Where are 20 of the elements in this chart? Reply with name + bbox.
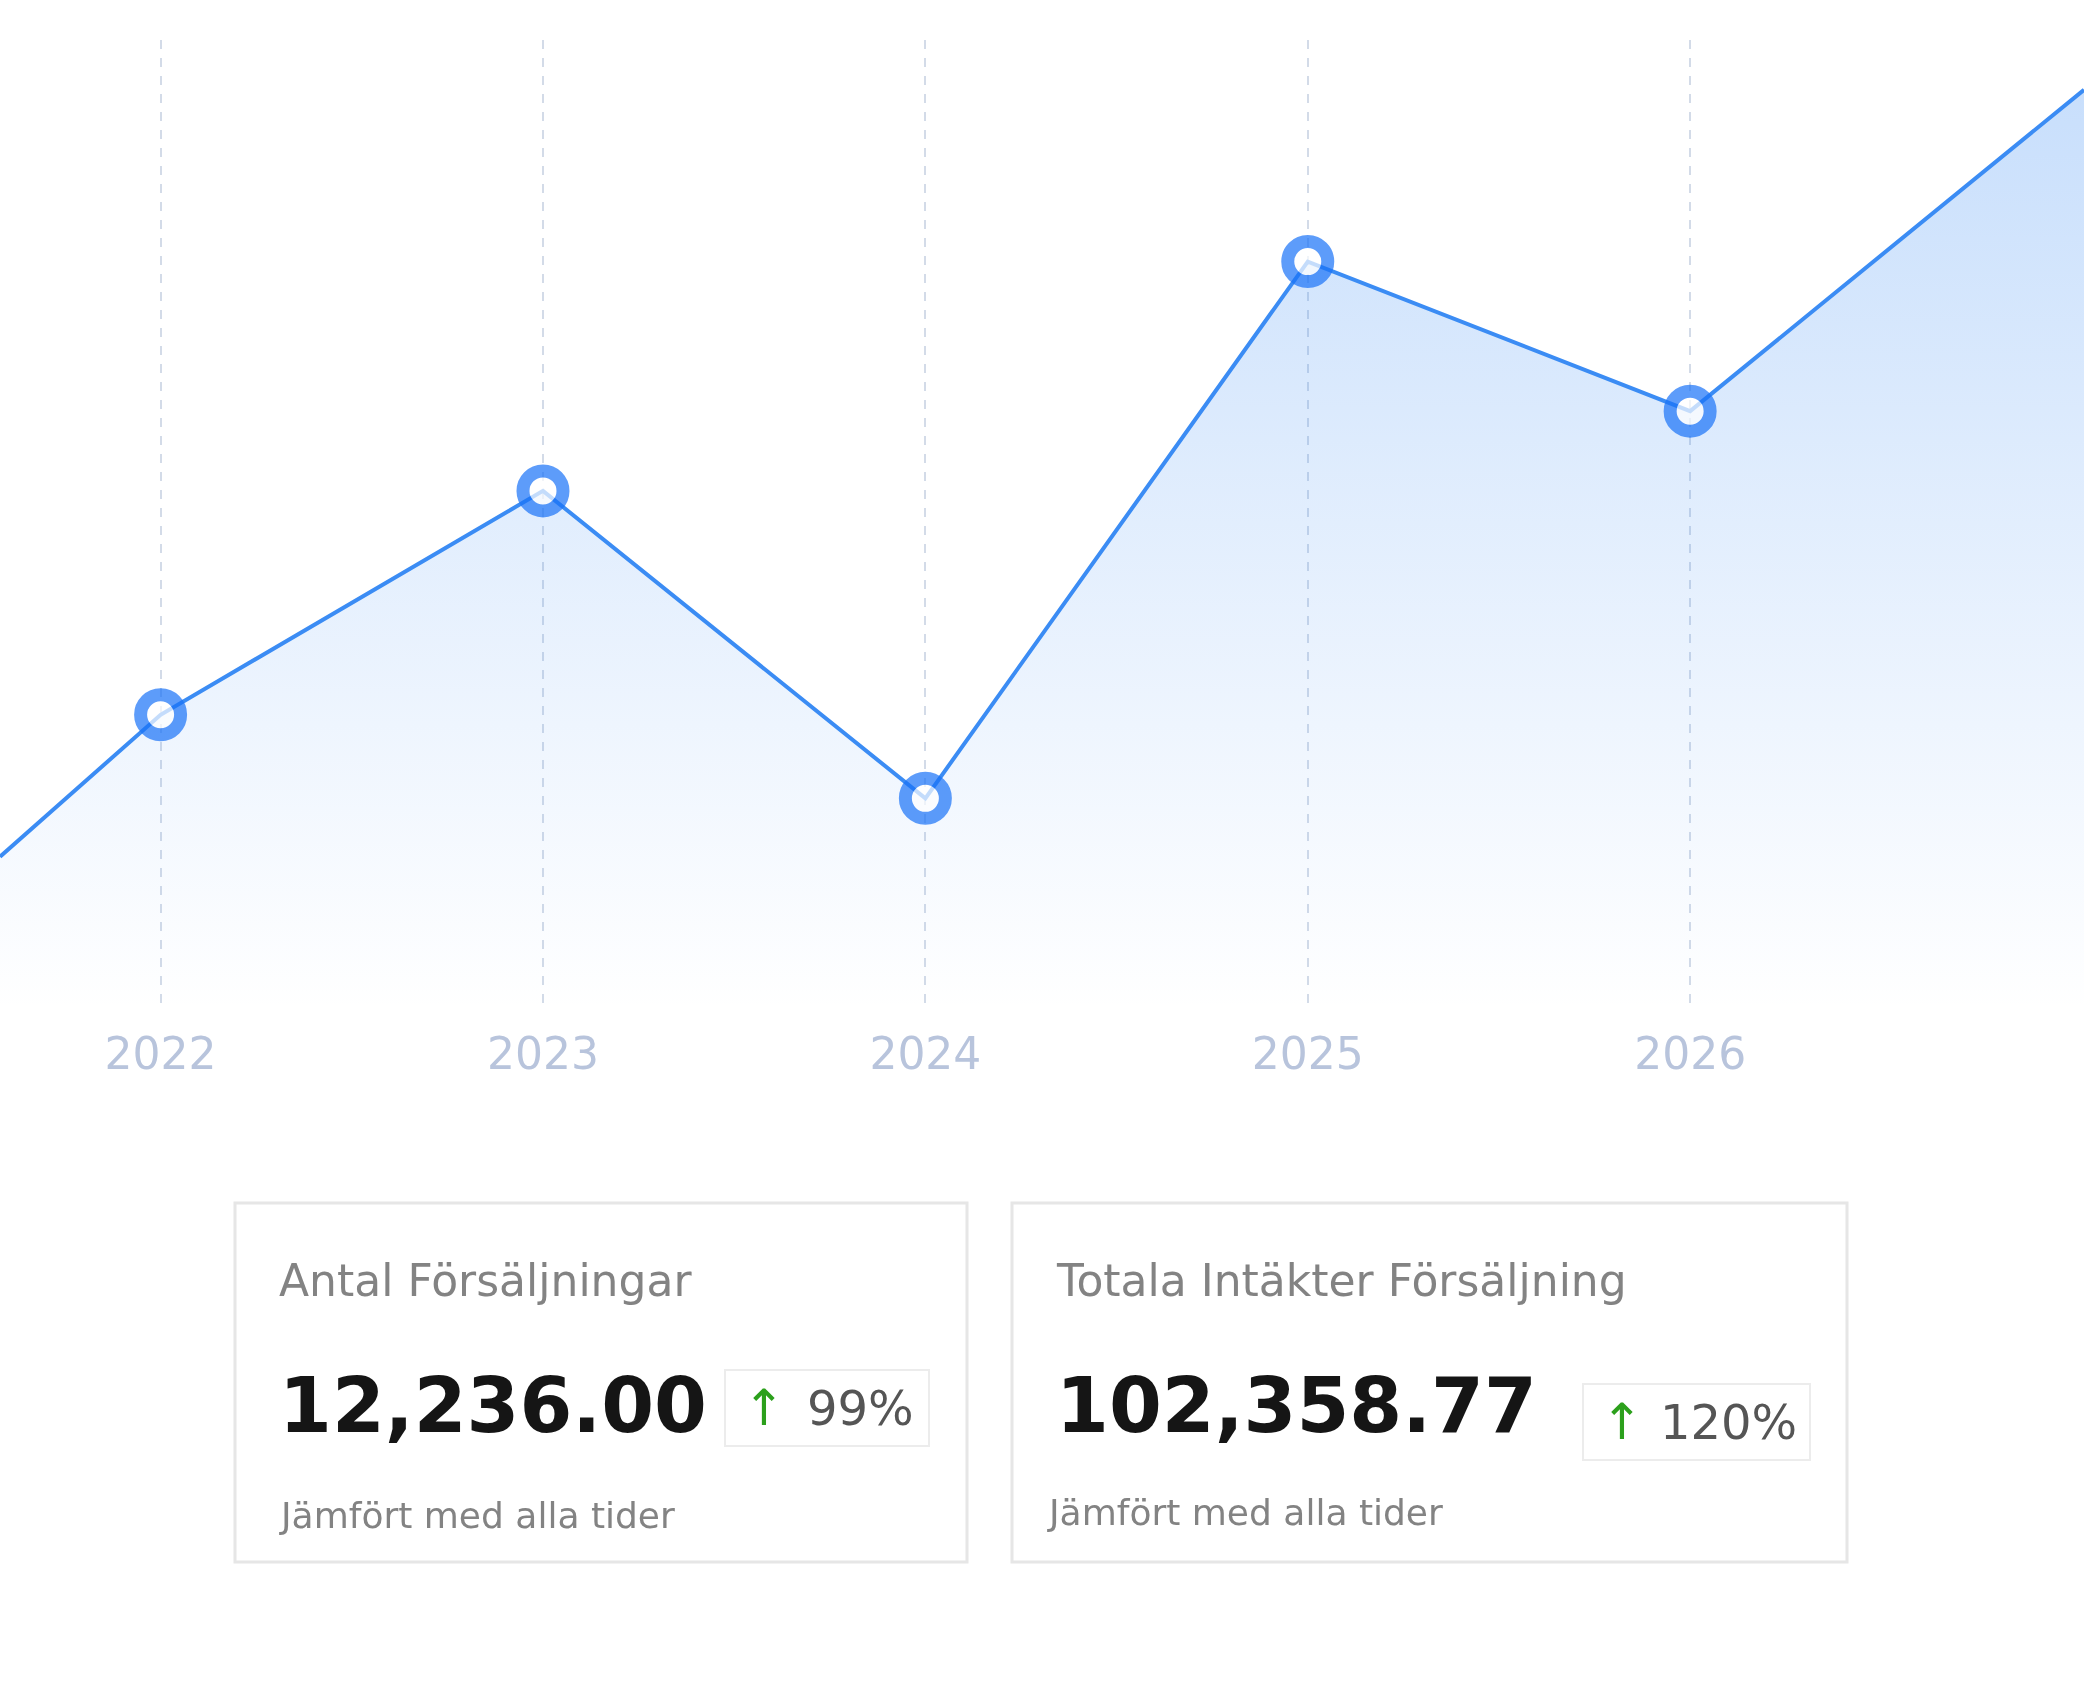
point bbox=[516, 464, 570, 518]
text: 99% bbox=[807, 1380, 914, 1436]
point bbox=[1663, 384, 1717, 438]
point bbox=[1281, 235, 1335, 289]
text: Jämfört med alla tider bbox=[279, 1495, 675, 1536]
x-tick-label: 2023 bbox=[487, 1028, 599, 1079]
text: Jämfört med alla tider bbox=[1047, 1492, 1443, 1533]
point bbox=[898, 771, 952, 825]
text: ↑ bbox=[743, 1379, 785, 1437]
x-tick-label: 2024 bbox=[869, 1028, 982, 1079]
text: Antal Försäljningar bbox=[279, 1255, 693, 1306]
x-tick-label: 2026 bbox=[1634, 1028, 1747, 1079]
text: Totala Intäkter Försäljning bbox=[1056, 1255, 1627, 1306]
x-tick-label: 2022 bbox=[104, 1028, 217, 1079]
point bbox=[134, 688, 188, 742]
text: 102,358.77 bbox=[1056, 1361, 1537, 1450]
text: 120% bbox=[1660, 1394, 1798, 1450]
x-tick-label: 2025 bbox=[1251, 1028, 1364, 1079]
text: 12,236.00 bbox=[279, 1361, 707, 1450]
text: ↑ bbox=[1601, 1393, 1643, 1451]
